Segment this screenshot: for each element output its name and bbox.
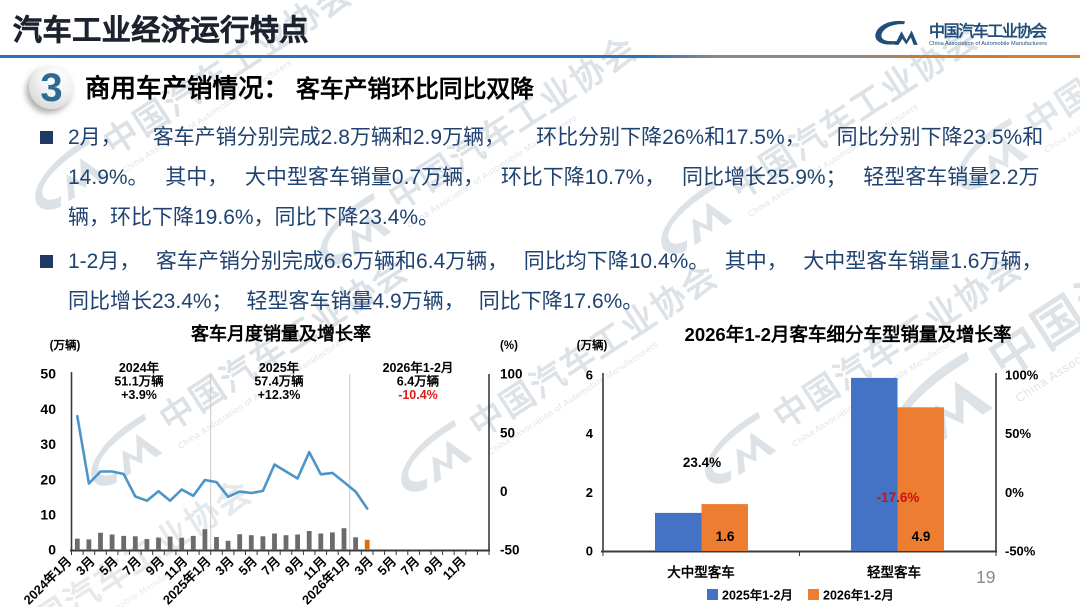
svg-text:5月: 5月 xyxy=(96,554,121,579)
svg-text:10: 10 xyxy=(40,507,56,523)
svg-text:0: 0 xyxy=(48,542,56,558)
svg-text:5月: 5月 xyxy=(374,554,399,579)
svg-text:-17.6%: -17.6% xyxy=(877,490,920,505)
svg-text:100: 100 xyxy=(500,367,523,382)
svg-text:2026年1-2月客车细分车型销量及增长率: 2026年1-2月客车细分车型销量及增长率 xyxy=(685,324,1012,345)
svg-text:6.4万辆: 6.4万辆 xyxy=(397,374,440,389)
svg-text:7月: 7月 xyxy=(119,554,144,579)
svg-text:2026年1-2月: 2026年1-2月 xyxy=(823,588,894,603)
svg-text:轻型客车: 轻型客车 xyxy=(867,564,921,580)
svg-text:(%): (%) xyxy=(500,340,518,352)
svg-text:6: 6 xyxy=(586,368,593,383)
svg-text:23.4%: 23.4% xyxy=(683,455,721,470)
svg-text:50: 50 xyxy=(500,425,515,440)
svg-text:+3.9%: +3.9% xyxy=(121,388,157,402)
svg-text:3月: 3月 xyxy=(73,554,98,579)
svg-text:-50: -50 xyxy=(500,543,520,558)
svg-text:57.4万辆: 57.4万辆 xyxy=(254,374,304,389)
svg-text:2025年: 2025年 xyxy=(259,360,300,375)
svg-text:2024年: 2024年 xyxy=(119,360,160,375)
svg-text:0: 0 xyxy=(500,484,508,499)
svg-text:客车月度销量及增长率: 客车月度销量及增长率 xyxy=(191,323,371,344)
svg-text:2024年1月: 2024年1月 xyxy=(21,554,75,607)
svg-text:2025年1-2月: 2025年1-2月 xyxy=(722,588,793,603)
svg-text:-50%: -50% xyxy=(1005,544,1036,559)
svg-text:5月: 5月 xyxy=(235,554,260,579)
svg-text:3月: 3月 xyxy=(212,554,237,579)
svg-text:+12.3%: +12.3% xyxy=(258,388,301,402)
svg-text:50: 50 xyxy=(40,366,56,382)
svg-text:-10.4%: -10.4% xyxy=(398,388,438,402)
svg-text:30: 30 xyxy=(40,436,56,452)
svg-text:40: 40 xyxy=(40,401,56,417)
svg-text:100%: 100% xyxy=(1005,368,1039,383)
svg-text:51.1万辆: 51.1万辆 xyxy=(114,374,164,389)
svg-text:4.9: 4.9 xyxy=(912,529,931,544)
svg-text:0%: 0% xyxy=(1005,485,1024,500)
svg-text:(万辆): (万辆) xyxy=(50,338,81,352)
svg-text:China Association of Automobil: China Association of Automobile Manufact… xyxy=(929,41,1047,47)
svg-text:1.6: 1.6 xyxy=(716,529,735,544)
svg-text:3月: 3月 xyxy=(351,554,376,579)
svg-text:(万辆): (万辆) xyxy=(577,338,608,352)
svg-text:50%: 50% xyxy=(1005,426,1031,441)
svg-text:中国汽车工业协会: 中国汽车工业协会 xyxy=(929,21,1047,40)
svg-text:2: 2 xyxy=(586,485,593,500)
svg-text:2026年1-2月: 2026年1-2月 xyxy=(383,360,454,375)
svg-text:4: 4 xyxy=(586,426,594,441)
svg-text:0: 0 xyxy=(586,544,593,559)
svg-text:7月: 7月 xyxy=(398,554,423,579)
svg-text:7月: 7月 xyxy=(258,554,283,579)
svg-text:11月: 11月 xyxy=(439,554,468,583)
svg-text:大中型客车: 大中型客车 xyxy=(667,564,735,580)
svg-text:20: 20 xyxy=(40,471,56,487)
